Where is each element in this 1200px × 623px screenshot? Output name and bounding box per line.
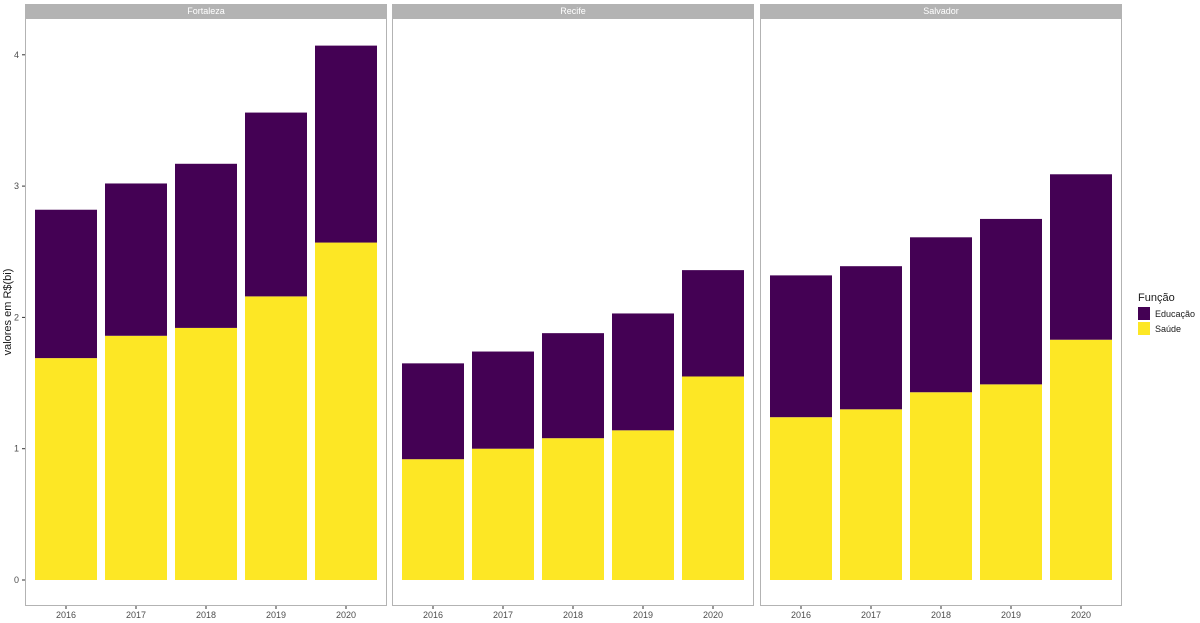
bar-saude-2019 xyxy=(612,430,674,580)
x-tick-label: 2017 xyxy=(126,610,146,620)
bar-saude-2020 xyxy=(315,242,377,580)
bar-educacao-2020 xyxy=(1050,174,1112,340)
x-tick-label: 2019 xyxy=(266,610,286,620)
x-tick-label: 2018 xyxy=(196,610,216,620)
bar-saude-2020 xyxy=(1050,339,1112,580)
x-tick-label: 2018 xyxy=(563,610,583,620)
x-tick-label: 2017 xyxy=(493,610,513,620)
facet-strip-label: Fortaleza xyxy=(187,6,225,16)
bar-saude-2018 xyxy=(175,327,237,580)
x-tick-label: 2020 xyxy=(703,610,723,620)
bar-saude-2019 xyxy=(980,384,1042,580)
bar-educacao-2017 xyxy=(105,183,167,336)
bar-educacao-2016 xyxy=(770,275,832,418)
legend-title: Função xyxy=(1138,292,1175,304)
bar-educacao-2019 xyxy=(612,313,674,431)
bar-educacao-2017 xyxy=(472,351,534,449)
legend: Função Educação Saúde xyxy=(1138,292,1195,335)
bar-educacao-2016 xyxy=(402,363,464,460)
bar-saude-2016 xyxy=(402,459,464,580)
panel-salvador: Salvador 2016 2017 2018 2019 2020 xyxy=(760,4,1122,620)
bar-educacao-2018 xyxy=(542,333,604,439)
bar-saude-2020 xyxy=(682,376,744,580)
x-tick-label: 2020 xyxy=(336,610,356,620)
x-tick-label: 2016 xyxy=(56,610,76,620)
facet-panels: Fortaleza 2016 2017 2018 2019 2020 Recife 2016 2… xyxy=(25,4,1122,620)
bar-saude-2016 xyxy=(770,417,832,580)
panel-recife: Recife 2016 2017 2018 2019 2020 xyxy=(392,4,754,620)
y-tick-label: 2 xyxy=(14,312,19,322)
bar-educacao-2018 xyxy=(910,237,972,393)
y-tick-label: 4 xyxy=(14,50,19,60)
bar-saude-2017 xyxy=(472,448,534,580)
y-tick-label: 3 xyxy=(14,181,19,191)
bar-saude-2018 xyxy=(542,438,604,580)
x-tick-label: 2016 xyxy=(791,610,811,620)
x-tick-label: 2017 xyxy=(861,610,881,620)
bar-educacao-2019 xyxy=(245,112,307,297)
x-tick-label: 2016 xyxy=(423,610,443,620)
panel-border xyxy=(25,18,387,606)
bar-educacao-2020 xyxy=(315,45,377,243)
legend-label: Educação xyxy=(1155,309,1195,319)
x-tick-label: 2019 xyxy=(633,610,653,620)
legend-key-educacao xyxy=(1138,307,1150,320)
x-tick-label: 2020 xyxy=(1071,610,1091,620)
facet-strip xyxy=(25,4,387,18)
bar-saude-2016 xyxy=(35,358,97,580)
y-axis-title: valores em R$(bi) xyxy=(2,269,14,356)
panel-border xyxy=(760,18,1122,606)
facet-strip xyxy=(760,4,1122,18)
bar-educacao-2019 xyxy=(980,218,1042,385)
x-tick-label: 2019 xyxy=(1001,610,1021,620)
bar-saude-2017 xyxy=(840,409,902,580)
x-tick-label: 2018 xyxy=(931,610,951,620)
bar-saude-2017 xyxy=(105,335,167,580)
panel-border xyxy=(392,18,754,606)
y-axis: 0 1 2 3 4 xyxy=(14,50,25,585)
facet-strip-label: Salvador xyxy=(923,6,959,16)
bar-saude-2019 xyxy=(245,296,307,580)
legend-label: Saúde xyxy=(1155,324,1181,334)
y-tick-label: 1 xyxy=(14,444,19,454)
bar-educacao-2020 xyxy=(682,270,744,377)
panel-fortaleza: Fortaleza 2016 2017 2018 2019 2020 xyxy=(25,4,387,620)
bar-educacao-2016 xyxy=(35,209,97,359)
legend-key-saude xyxy=(1138,322,1150,335)
y-tick-label: 0 xyxy=(14,575,19,585)
facet-strip-label: Recife xyxy=(560,6,586,16)
bar-saude-2018 xyxy=(910,392,972,580)
bar-educacao-2018 xyxy=(175,163,237,328)
facet-strip xyxy=(392,4,754,18)
bar-educacao-2017 xyxy=(840,266,902,410)
